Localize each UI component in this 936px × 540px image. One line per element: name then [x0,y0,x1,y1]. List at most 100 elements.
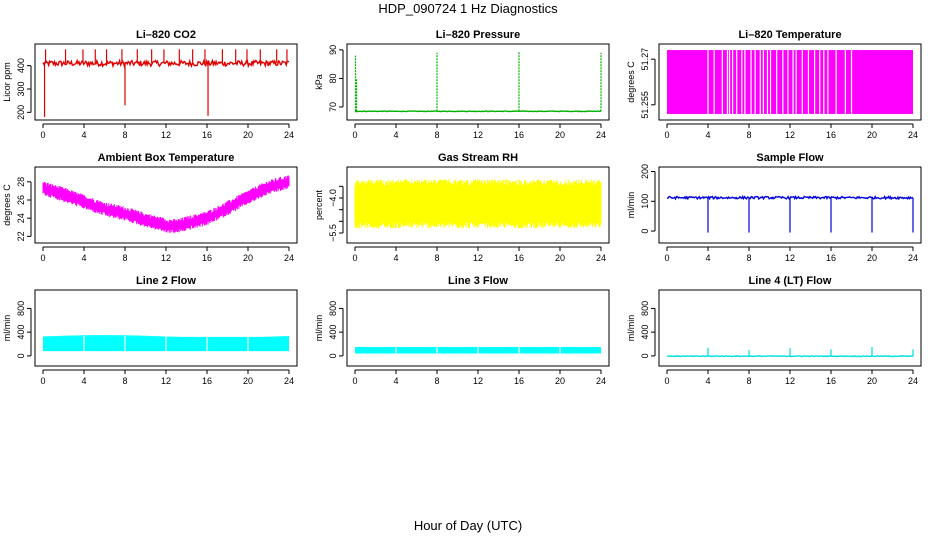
x-tick-label-ambient: 16 [202,253,212,263]
x-tick-label-pressure: 24 [596,130,606,140]
y-tick-label-line4: 0 [640,353,650,358]
x-axis-temp: 0 4 8 12 16 20 24 [664,123,918,140]
x-tick-label-pressure: 12 [473,130,483,140]
band-edge-line2 [67,335,75,337]
y-tick-label-line3: 800 [328,301,338,316]
panel-title-line3: Line 3 Flow [448,275,508,287]
panel-title-sample: Sample Flow [756,152,824,164]
x-tick-label-rh: 12 [473,253,483,263]
x-tick-label-sample: 24 [908,253,918,263]
panel-title-line2: Line 2 Flow [136,275,196,287]
y-axis-co2: 200 300 400 [16,58,32,120]
band-rh [354,179,602,229]
x-tick-label-ambient: 12 [161,253,171,263]
x-tick-label-ambient: 8 [122,253,127,263]
band-edge-line2 [147,335,155,337]
band-edge-line2 [122,335,130,337]
x-tick-label-sample: 20 [867,253,877,263]
y-tick-label-sample: 0 [640,229,650,234]
plot-frame-line2 [34,289,298,367]
x-tick-label-line4: 20 [867,376,877,386]
x-tick-label-sample: 16 [826,253,836,263]
x-tick-label-temp: 24 [908,130,918,140]
band-ambient [42,175,290,234]
x-tick-label-ambient: 24 [284,253,294,263]
series-line2 [43,335,290,353]
plot-frame-pressure [346,43,610,121]
y-axis-label-pressure: kPa [314,74,324,90]
x-tick-label-pressure: 0 [352,130,357,140]
page-title: HDP_090724 1 Hz Diagnostics [378,1,558,16]
y-axis-label-ambient: degrees C [2,184,12,226]
x-tick-label-line4: 8 [746,376,751,386]
x-tick-label-line3: 0 [352,376,357,386]
band-edge-line2 [92,335,99,337]
y-tick-label-line3: 400 [328,325,338,340]
y-axis-pressure: 70 80 90 [328,45,344,112]
x-tick-label-line4: 12 [785,376,795,386]
panel-title-co2: Li–820 CO2 [136,29,196,41]
band-edge-line2 [153,336,161,337]
plot-frame-line4 [658,289,922,367]
y-tick-label-line3: 0 [328,353,338,358]
panel-rh: Gas Stream RH percent 0 4 8 12 16 20 24 −5.5 −4.0 [314,152,610,263]
plot-frame-ambient [34,166,298,244]
y-axis-label-sample: ml/min [626,192,636,219]
x-tick-label-rh: 8 [434,253,439,263]
x-tick-label-pressure: 4 [393,130,398,140]
y-tick-label-line2: 800 [16,301,26,316]
x-axis-line3: 0 4 8 12 16 20 24 [352,369,606,386]
x-axis-sample: 0 4 8 12 16 20 24 [664,246,918,263]
x-tick-label-rh: 4 [393,253,398,263]
series-ambient [42,175,290,234]
x-axis-line2: 0 4 8 12 16 20 24 [40,369,294,386]
y-axis-sample: 0 100 200 [640,164,656,234]
x-tick-label-sample: 8 [746,253,751,263]
x-tick-label-pressure: 20 [555,130,565,140]
band-edge-line2 [276,336,284,337]
x-tick-label-co2: 20 [243,130,253,140]
panel-temp: Li–820 Temperature degrees C 0 4 8 12 16 20 24 51… [626,29,922,140]
x-tick-label-rh: 24 [596,253,606,263]
band-edge-line2 [282,336,290,337]
y-axis-label-co2: Licor ppm [2,62,12,102]
panel-line4: Line 4 (LT) Flow ml/min 0 4 8 12 16 20 24 0 400 800 [626,275,922,386]
y-tick-label-ambient: 22 [16,231,26,241]
y-axis-label-rh: percent [314,189,324,220]
x-axis-co2: 0 4 8 12 16 20 24 [40,123,294,140]
series-sample [667,194,914,233]
panel-title-pressure: Li–820 Pressure [436,29,520,41]
y-tick-label-ambient: 24 [16,213,26,223]
y-tick-label-pressure: 80 [328,73,338,83]
panel-sample: Sample Flow ml/min 0 4 8 12 16 20 24 0 100 200 [626,152,922,263]
series-line3 [355,345,601,355]
x-tick-label-line2: 16 [202,376,212,386]
y-axis-temp: 51.255 51.27 [640,48,656,119]
x-tick-label-co2: 4 [81,130,86,140]
y-tick-label-pressure: 70 [328,102,338,112]
panel-title-temp: Li–820 Temperature [738,29,841,41]
x-tick-label-pressure: 8 [434,130,439,140]
x-tick-label-pressure: 16 [514,130,524,140]
x-tick-label-line4: 4 [705,376,710,386]
band-edge-line2 [61,335,69,337]
band-edge-line2 [159,336,167,337]
y-axis-line2: 0 400 800 [16,301,32,358]
y-axis-label-temp: degrees C [626,61,636,103]
y-tick-label-rh: −4.0 [328,189,338,207]
x-axis-line4: 0 4 8 12 16 20 24 [664,369,918,386]
x-tick-label-line2: 0 [40,376,45,386]
x-tick-label-temp: 16 [826,130,836,140]
series-co2 [42,49,290,117]
x-tick-label-co2: 12 [161,130,171,140]
x-tick-label-ambient: 4 [81,253,86,263]
x-tick-label-line3: 24 [596,376,606,386]
x-axis-title: Hour of Day (UTC) [413,518,523,533]
panel-title-ambient: Ambient Box Temperature [98,152,235,164]
x-tick-label-sample: 12 [785,253,795,263]
y-tick-label-co2: 200 [16,105,26,120]
y-tick-label-pressure: 90 [328,45,338,55]
x-tick-label-co2: 16 [202,130,212,140]
x-tick-label-line4: 0 [664,376,669,386]
